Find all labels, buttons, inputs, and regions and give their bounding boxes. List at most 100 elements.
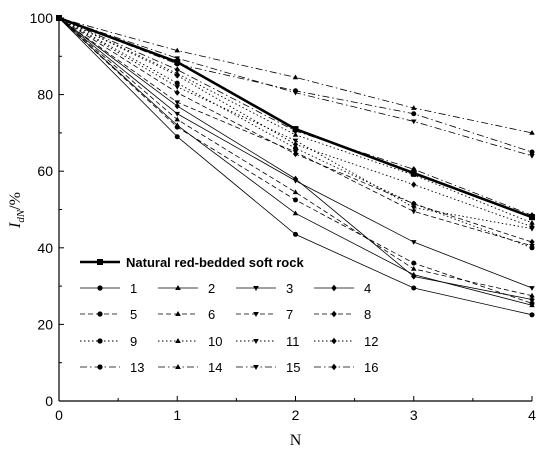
data-point — [411, 209, 417, 215]
data-point — [292, 127, 299, 135]
data-point — [411, 265, 417, 271]
legend-label: 12 — [364, 334, 378, 349]
legend-label: 6 — [208, 307, 215, 322]
legend-marker — [97, 311, 103, 317]
data-point — [411, 240, 417, 245]
data-point — [292, 210, 299, 216]
data-point — [529, 286, 535, 291]
data-point — [529, 296, 535, 303]
data-point — [411, 111, 417, 117]
legend-marker — [175, 285, 181, 290]
data-point — [529, 220, 535, 225]
y-axis-title: IdN/% — [7, 192, 27, 229]
data-point — [174, 85, 180, 90]
data-point — [174, 124, 180, 130]
y-axis-title-main: I — [7, 222, 24, 229]
legend-label: 7 — [286, 307, 293, 322]
data-point — [411, 172, 417, 177]
data-point — [174, 72, 180, 79]
series-line — [58, 17, 533, 230]
legend-label: 2 — [208, 281, 215, 296]
data-point — [529, 149, 535, 155]
legend-label: 14 — [208, 360, 222, 375]
y-tick-label: 0 — [45, 393, 53, 409]
data-point — [292, 141, 299, 148]
y-axis-title-sub: dN — [15, 209, 27, 223]
data-point — [411, 273, 417, 280]
legend-marker — [253, 286, 259, 291]
x-tick-label: 1 — [173, 407, 181, 423]
legend-label: 16 — [364, 360, 378, 375]
legend-label: 13 — [130, 360, 144, 375]
legend-label: 5 — [130, 307, 137, 322]
x-tick-label: 3 — [410, 407, 418, 423]
y-tick-label: 80 — [37, 87, 53, 103]
data-point — [293, 145, 298, 151]
data-point — [529, 300, 535, 306]
y-tick-label: 60 — [37, 163, 53, 179]
data-point — [529, 223, 535, 230]
legend-label: 8 — [364, 307, 371, 322]
data-point — [411, 166, 417, 173]
data-point — [174, 111, 180, 117]
series-natural — [56, 15, 535, 221]
data-point — [174, 102, 180, 110]
data-point — [529, 238, 535, 246]
legend-marker — [97, 364, 103, 370]
legend-marker — [97, 259, 103, 265]
data-point — [174, 100, 180, 106]
legend-label: 4 — [364, 281, 371, 296]
legend-marker — [331, 363, 337, 371]
legend-marker — [253, 365, 259, 370]
legend-label: 9 — [130, 334, 137, 349]
data-point — [529, 245, 535, 251]
data-point — [174, 66, 180, 73]
data-point — [56, 14, 62, 22]
legend-label: 1 — [130, 281, 137, 296]
data-point — [529, 312, 535, 318]
legend-marker — [175, 364, 181, 369]
data-point — [529, 130, 535, 135]
series-16 — [56, 14, 535, 219]
y-axis-title-suffix: /% — [7, 192, 24, 210]
data-point — [292, 74, 299, 80]
data-point — [174, 116, 180, 122]
data-point — [411, 260, 417, 266]
data-point — [174, 134, 180, 140]
data-point — [293, 197, 298, 203]
data-point — [174, 47, 180, 53]
legend-marker — [97, 285, 103, 291]
data-point — [174, 80, 180, 86]
data-point — [411, 181, 417, 188]
legend-marker — [97, 338, 103, 344]
legend-marker — [331, 284, 337, 292]
x-tick-label: 4 — [528, 407, 536, 423]
data-point — [411, 119, 417, 125]
data-point — [174, 61, 180, 67]
data-point — [174, 89, 180, 96]
x-tick-label: 2 — [292, 407, 300, 423]
data-point — [292, 189, 299, 195]
y-tick-label: 40 — [37, 240, 53, 256]
x-tick-label: 0 — [55, 407, 63, 423]
data-point — [292, 150, 299, 158]
data-point — [529, 212, 535, 219]
legend-label: 10 — [208, 334, 222, 349]
data-point — [292, 90, 299, 96]
x-axis-title: N — [290, 432, 302, 449]
data-point — [411, 205, 417, 211]
data-point — [292, 131, 299, 137]
legend-label: Natural red-bedded soft rock — [126, 255, 304, 270]
data-point — [411, 285, 417, 291]
series-line — [58, 17, 533, 297]
series-layer — [56, 14, 535, 318]
y-tick-label: 20 — [37, 316, 53, 332]
data-point — [411, 105, 417, 110]
legend-label: 11 — [286, 334, 300, 349]
data-point — [529, 154, 535, 159]
legend-marker — [331, 337, 337, 345]
data-point — [411, 201, 417, 207]
